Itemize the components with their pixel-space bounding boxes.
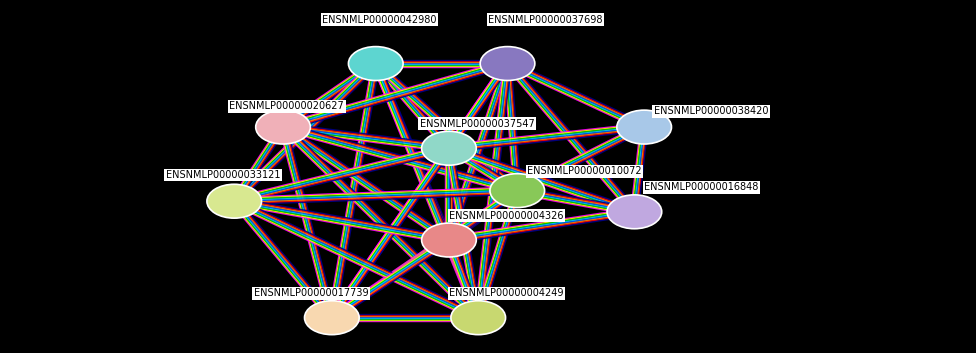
Ellipse shape [348,47,403,80]
Text: ENSNMLP00000004326: ENSNMLP00000004326 [449,211,563,221]
Text: ENSNMLP00000038420: ENSNMLP00000038420 [654,106,768,116]
Ellipse shape [607,195,662,229]
Ellipse shape [305,301,359,335]
Ellipse shape [207,184,262,218]
Ellipse shape [451,301,506,335]
Text: ENSNMLP00000042980: ENSNMLP00000042980 [322,15,436,25]
Ellipse shape [490,174,545,208]
Text: ENSNMLP00000020627: ENSNMLP00000020627 [229,101,345,111]
Text: ENSNMLP00000037547: ENSNMLP00000037547 [420,119,535,129]
Text: ENSNMLP00000037698: ENSNMLP00000037698 [488,15,602,25]
Ellipse shape [422,131,476,165]
Text: ENSNMLP00000004249: ENSNMLP00000004249 [449,288,563,298]
Ellipse shape [480,47,535,80]
Text: ENSNMLP00000016848: ENSNMLP00000016848 [644,183,758,192]
Text: ENSNMLP00000033121: ENSNMLP00000033121 [166,170,280,180]
Text: ENSNMLP00000010072: ENSNMLP00000010072 [527,167,641,176]
Text: ENSNMLP00000017739: ENSNMLP00000017739 [254,288,368,298]
Ellipse shape [256,110,310,144]
Ellipse shape [422,223,476,257]
Ellipse shape [617,110,671,144]
